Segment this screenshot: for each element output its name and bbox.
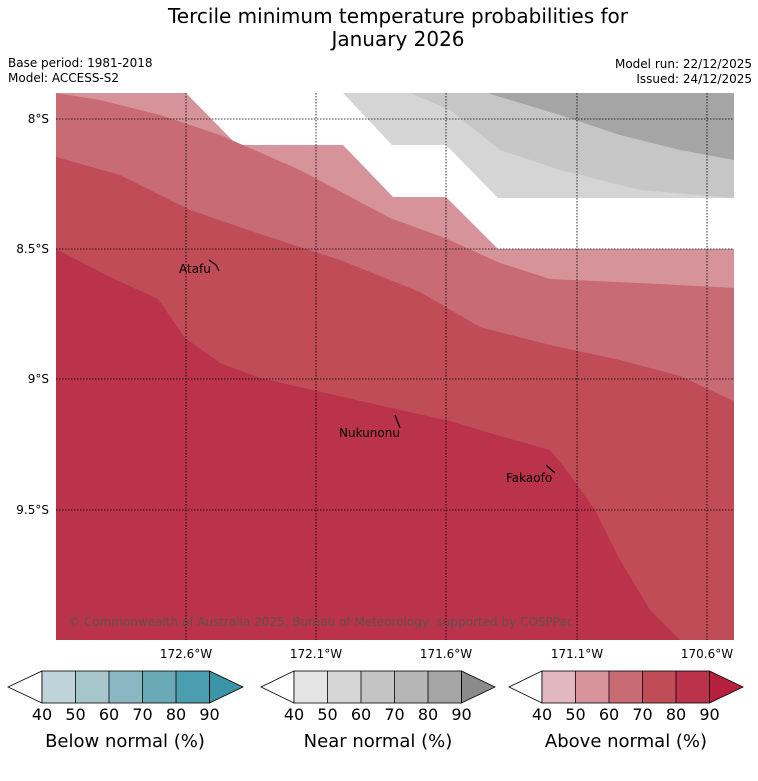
colorbar-above-swatch-70 (642, 671, 676, 703)
lat-label-9-5s: 9.5°S (16, 503, 49, 517)
lat-label-9s: 9°S (28, 372, 49, 386)
nukunonu-island-outline (394, 414, 401, 429)
lat-label-8s: 8°S (28, 112, 49, 126)
lon-label-171-6w: 171.6°W (420, 647, 472, 661)
colorbar-above-high-extension (709, 670, 744, 704)
copyright-notice: © Commonwealth of Australia 2025, Bureau… (68, 615, 573, 629)
colorbar-above: 40 50 60 70 80 90 Above normal (%) (508, 670, 744, 752)
colorbar-below-dividers (75, 671, 177, 703)
colorbar-near-tick-40: 40 (284, 705, 304, 724)
colorbar-above-dividers (575, 671, 677, 703)
title-line-2: January 2026 (331, 27, 465, 51)
colorbar-below-swatch-60 (109, 671, 143, 703)
colorbar-below-tick-70: 70 (132, 705, 152, 724)
fakaofo-island-outline (545, 464, 556, 474)
colorbar-below-frame (41, 670, 210, 704)
colorbar-near-swatch-60 (361, 671, 395, 703)
colorbar-near-tick-50: 50 (317, 705, 337, 724)
colorbar-below-high-extension (209, 670, 244, 704)
near-normal-70-region (487, 93, 734, 160)
colorbar-below-tick-40: 40 (32, 705, 52, 724)
colorbar-above-tick-80: 80 (666, 705, 686, 724)
lat-label-8-5s: 8.5°S (16, 242, 49, 256)
colorbar-above-swatch-50 (575, 671, 609, 703)
colorbar-above-tick-40: 40 (532, 705, 552, 724)
colorbar-below-low-extension (7, 670, 43, 704)
colorbar-above-swatch-40 (542, 671, 576, 703)
colorbar-below-swatch-50 (75, 671, 109, 703)
colorbar-near-frame (293, 670, 462, 704)
colorbar-above-frame (541, 670, 710, 704)
colorbar-above-low-extension (508, 670, 543, 704)
map-fill-layers (56, 93, 734, 640)
atafu-island-outline (208, 259, 220, 272)
colorbar-near-high-extension (461, 670, 496, 704)
colorbar-near-swatch-40 (294, 671, 328, 703)
colorbar-below-swatch-40 (42, 671, 76, 703)
colorbar-above-tick-60: 60 (599, 705, 619, 724)
colorbar-near: 40 50 60 70 80 90 Near normal (%) (260, 670, 496, 752)
lon-label-172-6w: 172.6°W (160, 647, 212, 661)
colorbar-above-title: Above normal (%) (545, 731, 707, 752)
colorbar-near-tick-80: 80 (418, 705, 438, 724)
place-label-fakaofo: Fakaofo (506, 471, 552, 485)
above-normal-80-region (56, 249, 680, 640)
place-label-atafu: Atafu (179, 262, 211, 276)
colorbar-above-tick-90: 90 (699, 705, 719, 724)
colorbar-near-dividers (327, 671, 429, 703)
map: 8°S 8.5°S 9°S 9.5°S 172.6°W 172.1°W 171.… (16, 93, 734, 661)
lon-label-170-6w: 170.6°W (681, 647, 733, 661)
colorbar-below: 40 50 60 70 80 90 Below normal (%) (7, 670, 244, 752)
meta-right: Model run: 22/12/2025 Issued: 24/12/2025 (615, 57, 752, 87)
colorbar-near-low-extension (260, 670, 295, 704)
colorbar-near-title: Near normal (%) (304, 731, 453, 752)
base-period: Base period: 1981-2018 (8, 56, 153, 70)
issued-date: Issued: 24/12/2025 (636, 72, 752, 86)
model-name: Model: ACCESS-S2 (8, 71, 120, 85)
colorbar-below-tick-50: 50 (65, 705, 85, 724)
lon-label-171-1w: 171.1°W (551, 647, 603, 661)
lon-label-172-1w: 172.1°W (290, 647, 342, 661)
colorbar-near-tick-90: 90 (451, 705, 471, 724)
colorbar-near-tick-70: 70 (384, 705, 404, 724)
colorbar-below-swatch-70 (142, 671, 176, 703)
colorbar-below-swatch-80 (176, 671, 210, 703)
map-title: Tercile minimum temperature probabilitie… (0, 5, 758, 51)
colorbar-above-tick-50: 50 (565, 705, 585, 724)
colorbar-above-tick-70: 70 (632, 705, 652, 724)
colorbar-above-swatch-80 (676, 671, 710, 703)
colorbar-near-swatch-80 (428, 671, 462, 703)
colorbar-above-swatch-60 (609, 671, 643, 703)
colorbar-near-tick-60: 60 (351, 705, 371, 724)
colorbar-below-tick-80: 80 (166, 705, 186, 724)
gridlines (56, 93, 734, 640)
model-run: Model run: 22/12/2025 (614, 57, 752, 71)
colorbar-below-title: Below normal (%) (45, 731, 205, 752)
colorbar-near-swatch-70 (394, 671, 428, 703)
colorbar-below-tick-60: 60 (99, 705, 119, 724)
colorbar-legend: 40 50 60 70 80 90 Below normal (%) 40 50… (7, 670, 744, 752)
colorbar-near-swatch-50 (327, 671, 361, 703)
meta-left: Base period: 1981-2018 Model: ACCESS-S2 (8, 56, 153, 86)
colorbar-below-tick-90: 90 (199, 705, 219, 724)
place-label-nukunonu: Nukunonu (339, 426, 400, 440)
title-line-1: Tercile minimum temperature probabilitie… (167, 4, 629, 28)
